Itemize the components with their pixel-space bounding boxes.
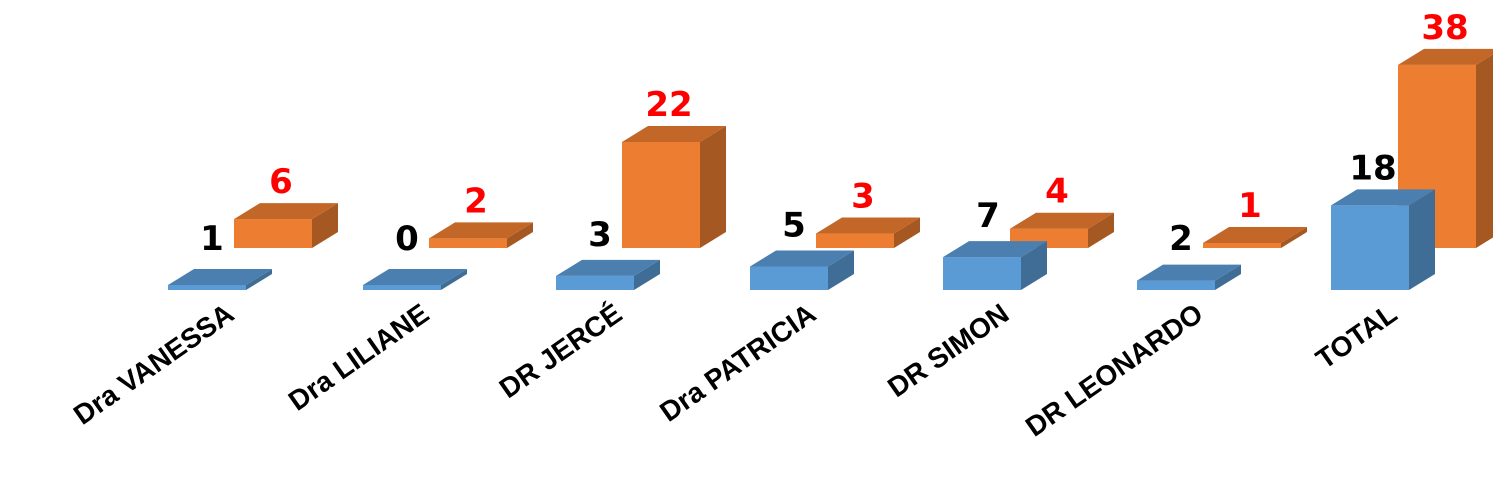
bar-series-2	[234, 203, 338, 248]
data-label: 5	[782, 206, 806, 246]
data-label: 2	[464, 181, 488, 221]
bar-series-2	[622, 125, 726, 248]
bar-series-2	[1203, 227, 1307, 248]
tick-label: Dra LILIANE	[283, 298, 435, 417]
data-label: 3	[588, 215, 612, 255]
bar-series-2	[429, 222, 533, 248]
data-label: 18	[1349, 148, 1396, 188]
bar-series-1	[750, 250, 854, 290]
bar-series-2	[1398, 48, 1493, 248]
data-label: 7	[976, 196, 1000, 236]
bar-series-1	[168, 269, 272, 290]
tick-label: DR SIMON	[882, 298, 1014, 404]
bar-series-1	[556, 259, 660, 290]
bar-series-1	[363, 269, 467, 290]
tick-label: DR JERCÉ	[494, 298, 628, 405]
data-label: 38	[1421, 8, 1468, 48]
tick-label: Dra PATRICIA	[654, 298, 821, 428]
data-label: 1	[200, 219, 224, 259]
data-label: 1	[1238, 186, 1262, 226]
category-labels-layer: Dra VANESSA Dra LILIANE DR JERCÉ Dra PATRIC…	[68, 298, 1403, 443]
bar-series-1	[1331, 189, 1435, 290]
data-label: 4	[1045, 172, 1069, 212]
tick-label: Dra VANESSA	[68, 298, 240, 431]
bar-series-1	[943, 241, 1047, 290]
bar-series-2	[816, 217, 920, 248]
data-label: 0	[395, 219, 419, 259]
tick-label: TOTAL	[1310, 298, 1402, 375]
bars-layer	[168, 48, 1493, 290]
bar-series-1	[1137, 264, 1241, 290]
tick-label: DR LEONARDO	[1020, 298, 1209, 443]
data-label: 3	[851, 177, 875, 217]
data-label: 2	[1169, 219, 1193, 259]
data-label: 22	[645, 85, 692, 125]
data-label: 6	[269, 162, 293, 202]
